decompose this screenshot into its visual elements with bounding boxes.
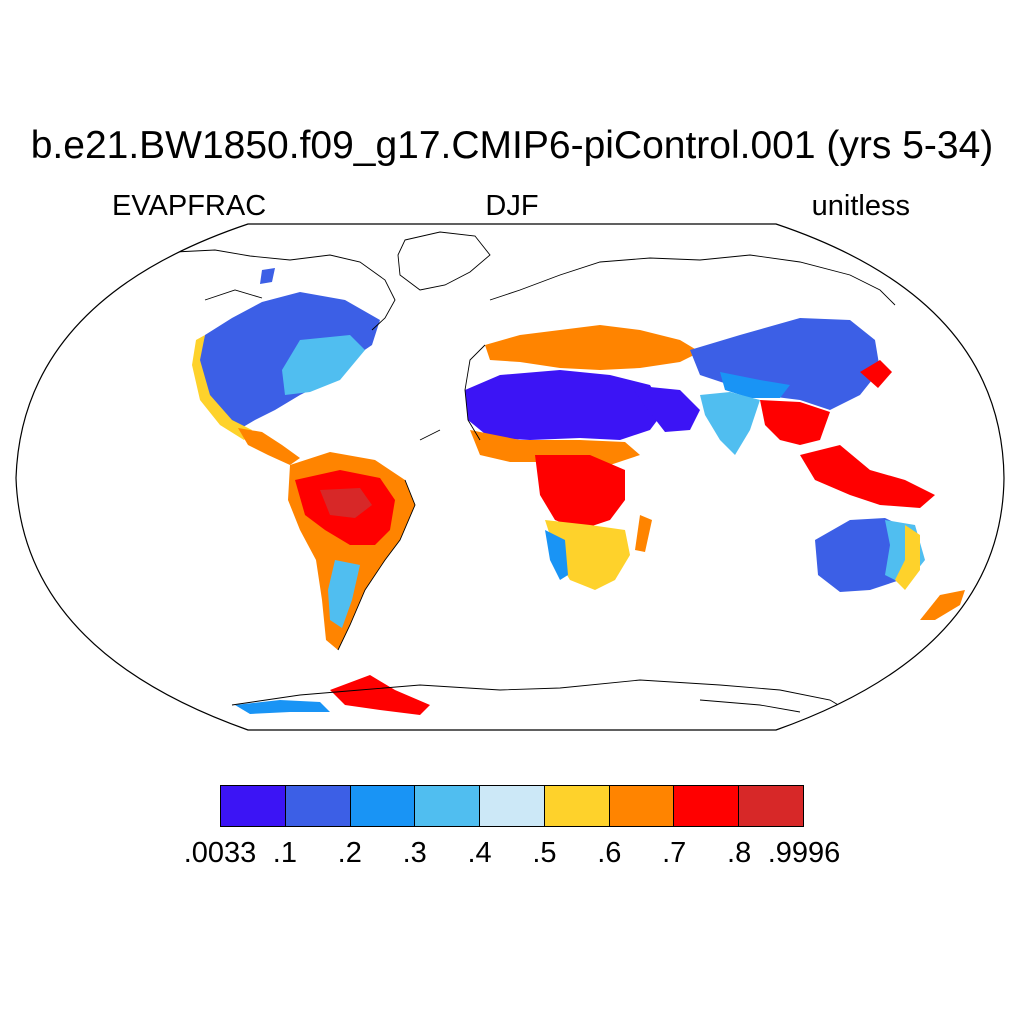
variable-label: EVAPFRAC xyxy=(112,190,267,222)
region-antarctic-peninsula xyxy=(330,675,430,715)
region-arctic-ne-canada xyxy=(260,268,275,284)
region-arabia xyxy=(630,385,700,432)
region-patagonia xyxy=(328,560,360,628)
plot-title: b.e21.BW1850.f09_g17.CMIP6-piControl.001… xyxy=(30,124,994,167)
region-congo xyxy=(535,455,625,530)
region-southwest-africa xyxy=(545,530,568,580)
colorbar-box xyxy=(674,786,740,826)
map-coastlines xyxy=(139,231,896,713)
units-label: unitless xyxy=(811,190,910,222)
region-japan xyxy=(860,360,892,388)
map-frame xyxy=(15,223,1005,731)
colorbar-box xyxy=(544,786,610,826)
region-australia-east-coast xyxy=(895,525,920,590)
colorbar-tick-label: .7 xyxy=(662,837,687,869)
colorbar-tick-label: .6 xyxy=(597,837,622,869)
colorbar-tick-label: .1 xyxy=(272,837,297,869)
colorbar-box xyxy=(609,786,675,826)
colorbar-box xyxy=(221,786,286,826)
region-sahel xyxy=(470,430,640,465)
region-central-america xyxy=(238,428,300,465)
region-antarctic-coast xyxy=(235,700,330,714)
region-europe xyxy=(485,325,700,370)
colorbar-tick-label: .5 xyxy=(532,837,557,869)
colorbar-tick-label: .8 xyxy=(727,837,752,869)
region-siberia-east xyxy=(720,372,790,398)
land-fill-layer xyxy=(192,268,965,715)
colorbar-box xyxy=(415,786,481,826)
region-sahara xyxy=(465,370,665,440)
colorbar-box xyxy=(480,786,545,826)
region-madagascar xyxy=(635,515,652,552)
colorbar-tick-label: .0033 xyxy=(183,837,257,869)
region-new-zealand xyxy=(920,590,965,620)
colorbar-box xyxy=(350,786,416,826)
colorbar-tick-label: .4 xyxy=(467,837,492,869)
region-se-asia xyxy=(760,400,830,445)
colorbar-tick-label: .3 xyxy=(402,837,427,869)
season-label: DJF xyxy=(485,190,539,222)
colorbar xyxy=(220,785,804,827)
region-eastern-us xyxy=(282,335,365,395)
colorbar-tick-label: .2 xyxy=(337,837,362,869)
colorbar-box xyxy=(285,786,351,826)
region-maritime-continent xyxy=(800,445,935,508)
colorbar-box xyxy=(739,786,804,826)
region-amazon-core xyxy=(320,488,372,518)
region-india xyxy=(700,392,760,455)
colorbar-tick-label: .9996 xyxy=(767,837,841,869)
